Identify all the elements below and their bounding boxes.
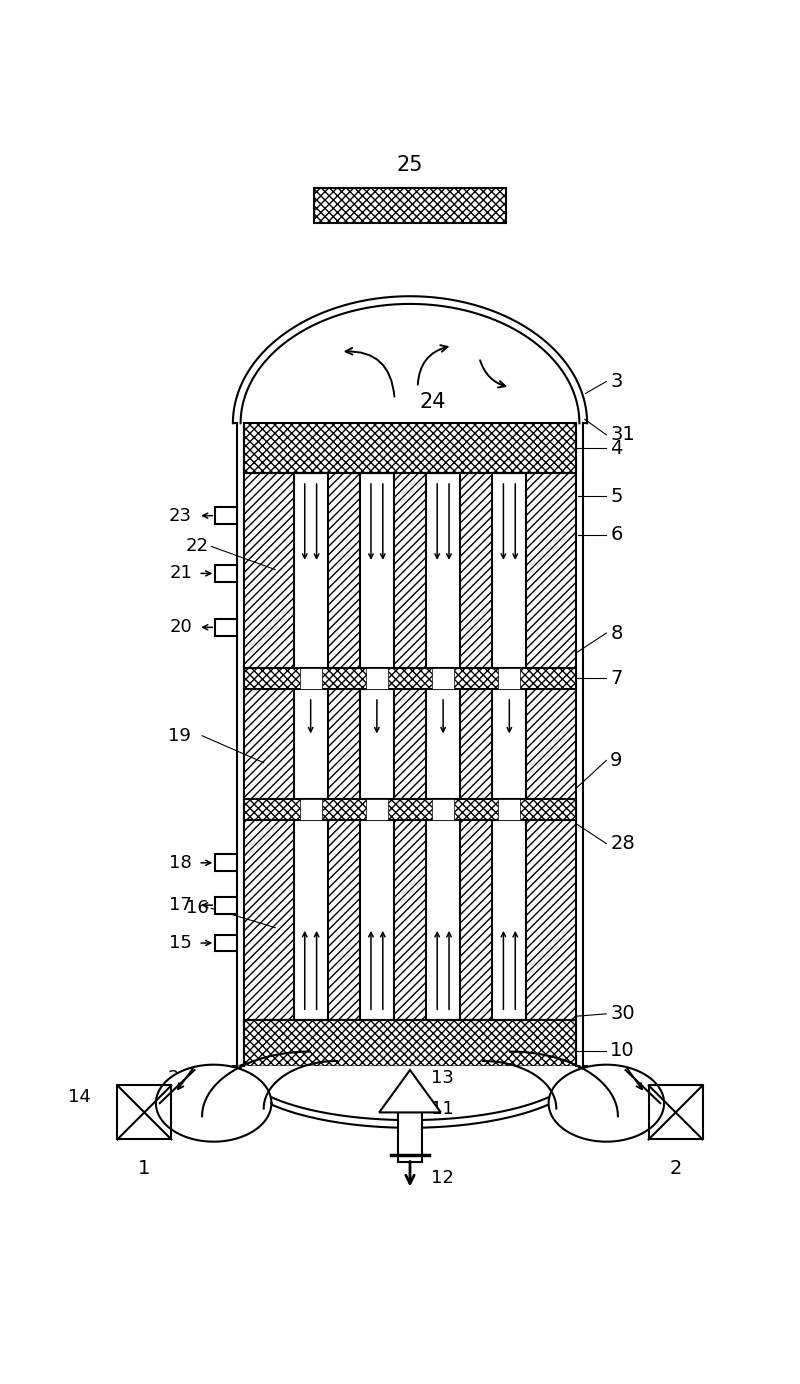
Bar bbox=[300, 799, 322, 821]
Polygon shape bbox=[233, 1066, 587, 1128]
Text: 17: 17 bbox=[170, 897, 192, 915]
Text: 16: 16 bbox=[186, 900, 209, 918]
Bar bbox=[498, 667, 520, 689]
Bar bbox=[245, 667, 575, 689]
Text: 1: 1 bbox=[138, 1158, 150, 1178]
Text: 12: 12 bbox=[430, 1169, 454, 1187]
Text: 6: 6 bbox=[610, 526, 622, 544]
Text: 21: 21 bbox=[170, 565, 192, 583]
Polygon shape bbox=[379, 1070, 441, 1113]
Bar bbox=[245, 473, 575, 1020]
Text: 30: 30 bbox=[610, 1005, 635, 1023]
Polygon shape bbox=[156, 1064, 271, 1142]
Bar bbox=[314, 188, 506, 223]
Text: 31: 31 bbox=[610, 425, 635, 444]
Bar bbox=[426, 473, 460, 1020]
Text: 2: 2 bbox=[670, 1158, 682, 1178]
Text: 10: 10 bbox=[610, 1041, 635, 1060]
Text: 9: 9 bbox=[610, 752, 622, 770]
Bar bbox=[215, 507, 237, 525]
Bar bbox=[360, 473, 394, 1020]
Text: 25: 25 bbox=[397, 155, 423, 174]
Bar bbox=[300, 667, 322, 689]
Bar bbox=[398, 1113, 422, 1163]
Bar bbox=[215, 897, 237, 913]
Bar bbox=[215, 854, 237, 872]
Text: 28: 28 bbox=[610, 835, 635, 853]
Bar bbox=[294, 473, 328, 1020]
Bar bbox=[366, 799, 388, 821]
Text: 18: 18 bbox=[170, 854, 192, 872]
Bar bbox=[245, 424, 575, 473]
Text: 24: 24 bbox=[420, 392, 446, 412]
Bar bbox=[245, 667, 575, 689]
Bar bbox=[245, 424, 575, 473]
Polygon shape bbox=[549, 1064, 664, 1142]
Text: 29: 29 bbox=[167, 1068, 190, 1086]
Bar bbox=[245, 1020, 575, 1066]
Text: 5: 5 bbox=[610, 487, 622, 507]
Bar bbox=[215, 565, 237, 581]
Text: 8: 8 bbox=[610, 624, 622, 642]
Text: 4: 4 bbox=[610, 439, 622, 458]
Text: 19: 19 bbox=[168, 727, 190, 745]
Bar bbox=[498, 799, 520, 821]
Bar bbox=[492, 473, 526, 1020]
Bar bbox=[432, 667, 454, 689]
Polygon shape bbox=[241, 304, 579, 424]
Text: 3: 3 bbox=[610, 372, 622, 392]
Text: 26: 26 bbox=[210, 1086, 233, 1104]
Bar bbox=[245, 1020, 575, 1066]
Bar bbox=[314, 188, 506, 223]
Bar bbox=[215, 619, 237, 635]
Bar bbox=[245, 799, 575, 821]
Text: 22: 22 bbox=[186, 537, 209, 555]
Text: 15: 15 bbox=[170, 934, 192, 952]
Bar bbox=[432, 799, 454, 821]
Text: 27: 27 bbox=[587, 1086, 610, 1104]
Text: 23: 23 bbox=[169, 507, 192, 525]
Text: 14: 14 bbox=[67, 1088, 90, 1106]
Bar bbox=[215, 934, 237, 951]
Text: 13: 13 bbox=[430, 1068, 454, 1086]
Bar bbox=[366, 667, 388, 689]
Bar bbox=[245, 473, 575, 1020]
Bar bbox=[245, 799, 575, 821]
Text: 11: 11 bbox=[430, 1099, 454, 1117]
Text: 7: 7 bbox=[610, 668, 622, 688]
Text: 20: 20 bbox=[170, 619, 192, 637]
